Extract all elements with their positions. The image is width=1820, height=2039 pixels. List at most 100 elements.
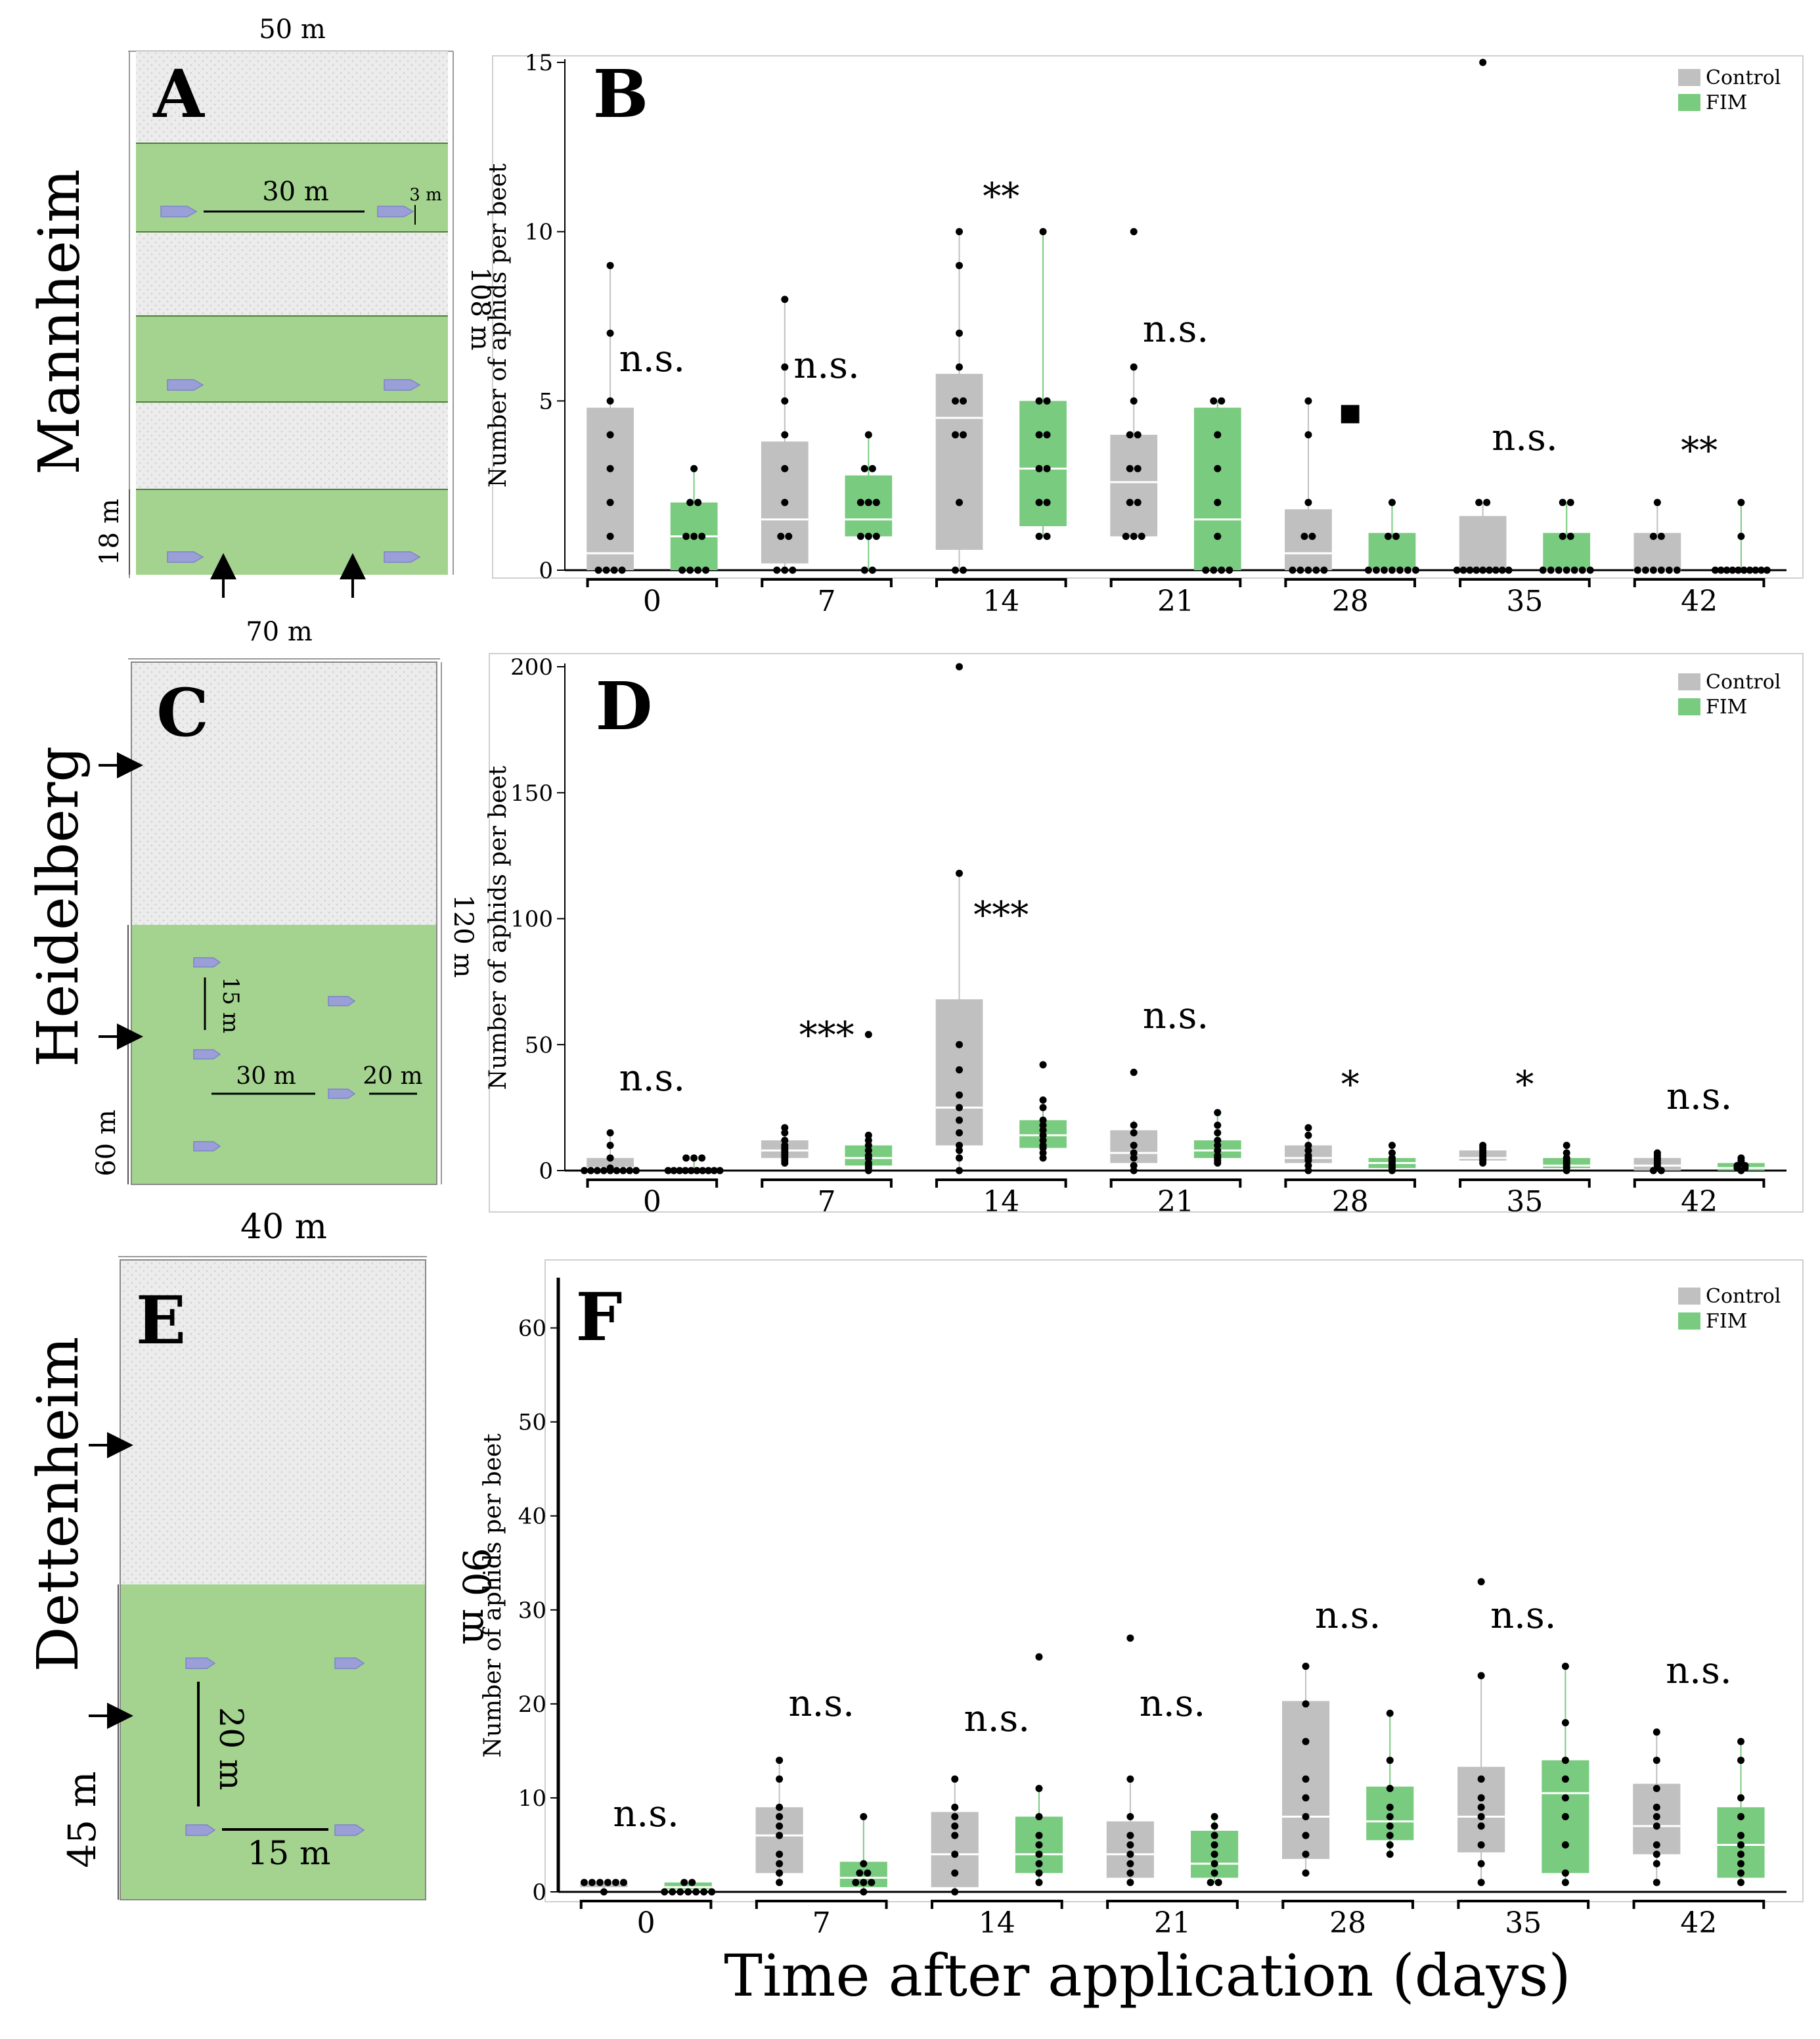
data-point: [1396, 566, 1404, 574]
data-point: [776, 1757, 784, 1764]
data-point: [1210, 1841, 1218, 1849]
trap-icon: [193, 1049, 221, 1060]
data-point: [1289, 566, 1297, 574]
box: [664, 1882, 712, 1889]
x-group-bracket: [1106, 1900, 1239, 1909]
y-tick-label: 0: [539, 1158, 553, 1184]
x-group-bracket: [1633, 1178, 1765, 1188]
x-tick-label: 21: [1157, 585, 1194, 618]
map-a-field-untreated-3: [136, 402, 448, 489]
data-point: [868, 566, 876, 574]
data-point: [1308, 532, 1316, 540]
x-group-bracket: [586, 578, 719, 587]
data-point: [676, 1167, 684, 1175]
data-point: [1561, 1841, 1569, 1849]
data-point: [1653, 1879, 1660, 1887]
box: [1368, 533, 1416, 570]
data-point: [952, 566, 960, 574]
map-c-letter: C: [156, 674, 209, 751]
data-point: [1122, 532, 1130, 540]
x-tick-label: 42: [1680, 1906, 1717, 1940]
data-point: [1486, 566, 1494, 574]
data-point: [776, 1775, 784, 1783]
map-e-field-border: [120, 1259, 426, 1900]
map-a-field-untreated-1: [136, 51, 448, 143]
data-point: [864, 1152, 872, 1159]
data-point: [781, 431, 789, 439]
box: [1110, 434, 1158, 537]
data-point: [1653, 1813, 1660, 1821]
x-group-bracket: [935, 1178, 1067, 1188]
significance-label: *: [1341, 1064, 1360, 1106]
map-a-trap-icons: [160, 206, 421, 563]
data-point: [1737, 1737, 1745, 1745]
data-point: [1479, 1142, 1487, 1150]
trap-icon: [377, 206, 414, 217]
data-point: [1302, 1850, 1310, 1858]
data-point: [619, 1167, 627, 1175]
data-point: [580, 1879, 588, 1887]
data-point: [1126, 1634, 1134, 1642]
data-point: [868, 464, 876, 472]
data-point: [1039, 228, 1047, 236]
significance-label: n.s.: [1143, 995, 1209, 1037]
significance-label: n.s.: [1666, 1075, 1732, 1118]
data-point: [1737, 1757, 1745, 1764]
data-point: [664, 1167, 672, 1175]
data-point: [1737, 1831, 1745, 1839]
data-point: [693, 1167, 701, 1175]
data-point: [1386, 1841, 1394, 1849]
data-point: [708, 1888, 716, 1896]
data-point: [1388, 1154, 1396, 1162]
data-point: [956, 499, 964, 506]
data-point: [1740, 566, 1748, 574]
x-tick-label: 28: [1332, 585, 1369, 618]
data-point: [1561, 1718, 1569, 1726]
data-point: [1214, 1136, 1222, 1144]
data-point: [1035, 464, 1043, 472]
significance-label: n.s.: [964, 1697, 1030, 1740]
map-c-distance-label-1: 15 m: [217, 977, 244, 1033]
data-point: [600, 1888, 608, 1896]
data-point: [868, 1879, 876, 1887]
box: [935, 374, 983, 550]
data-point: [716, 1167, 724, 1175]
data-point: [1302, 1813, 1310, 1821]
data-point: [1483, 499, 1491, 506]
data-point: [1218, 566, 1226, 574]
map-e-width-label: 40 m: [240, 1207, 327, 1247]
data-point: [606, 1154, 614, 1162]
trap-icon: [328, 996, 356, 1006]
data-point: [1466, 566, 1474, 574]
data-point: [1388, 499, 1396, 506]
x-group-bracket: [761, 1178, 893, 1188]
y-tick-label: 5: [539, 388, 553, 415]
data-point: [956, 228, 964, 236]
data-point: [860, 1888, 868, 1896]
trap-icon: [193, 1141, 221, 1152]
data-point: [1210, 1869, 1218, 1877]
data-point: [1039, 1104, 1047, 1111]
data-point: [686, 499, 694, 506]
map-a-distance-label-2: 3 m: [409, 185, 441, 205]
data-point: [960, 566, 967, 574]
data-point: [1297, 566, 1304, 574]
significance-label: ▪: [1338, 390, 1363, 433]
map-c-field-border: [131, 661, 437, 1185]
data-point: [1649, 532, 1657, 540]
data-point: [1043, 499, 1051, 506]
data-point: [864, 499, 872, 506]
data-point: [864, 1159, 872, 1167]
data-point: [1477, 1813, 1485, 1821]
legend-swatch-control: [1678, 1288, 1700, 1305]
data-point: [1126, 431, 1134, 439]
data-point: [1130, 397, 1138, 405]
significance-label: n.s.: [1315, 1594, 1381, 1637]
x-group-bracket: [1284, 1178, 1417, 1188]
data-point: [951, 1803, 959, 1811]
data-point: [956, 1167, 964, 1175]
x-tick-label: 35: [1505, 1906, 1542, 1940]
data-point: [1304, 1152, 1312, 1159]
data-point: [781, 566, 789, 574]
